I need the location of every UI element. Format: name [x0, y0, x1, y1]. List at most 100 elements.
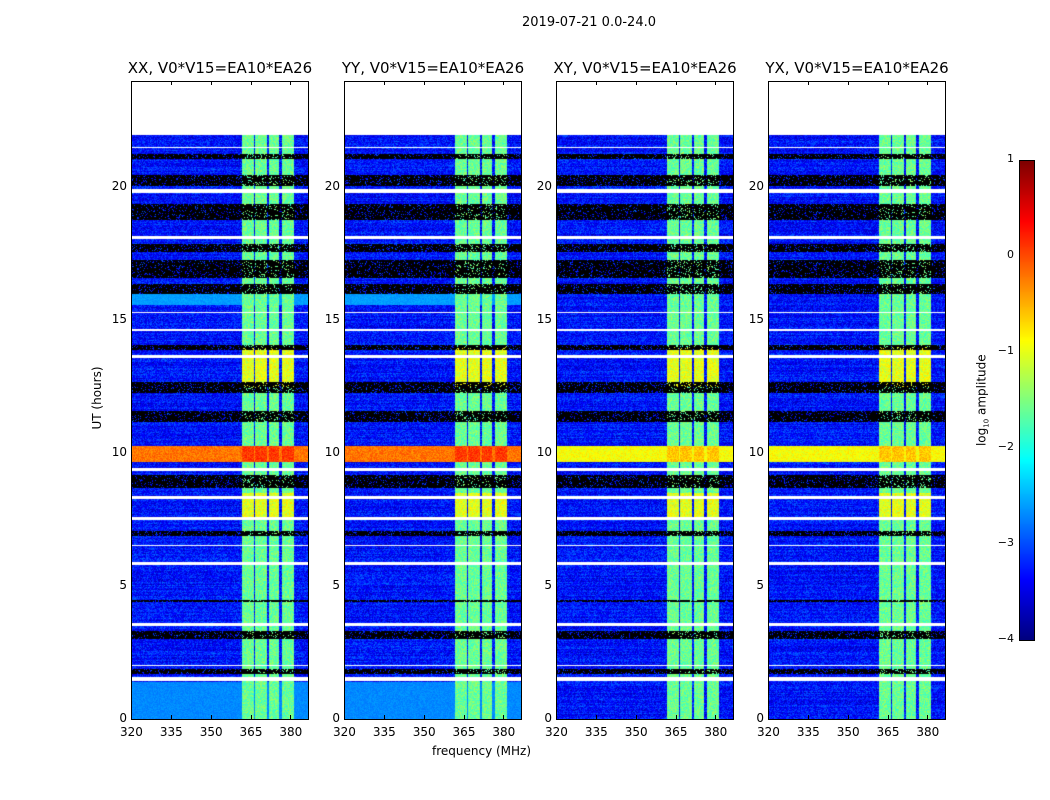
x-tick-label: 350 — [199, 725, 223, 739]
x-tick-label: 335 — [159, 725, 183, 739]
x-tick-mark — [807, 81, 809, 85]
x-tick-mark — [383, 81, 385, 85]
x-tick-mark — [847, 715, 849, 719]
x-tick-mark — [887, 81, 889, 85]
x-tick-label: 365 — [452, 725, 476, 739]
x-tick-label: 320 — [757, 725, 780, 739]
colorbar-tick-label: 0 — [1007, 248, 1014, 261]
x-tick-mark — [715, 81, 717, 85]
y-tick-label: 5 — [544, 578, 552, 593]
colorbar-label: log10 amplitude — [974, 348, 990, 453]
x-tick-mark — [556, 715, 557, 719]
x-tick-mark — [383, 715, 385, 719]
x-tick-mark — [210, 715, 212, 719]
waterfall-panel-xy — [556, 81, 734, 720]
y-tick-label: 0 — [119, 711, 127, 725]
x-tick-mark — [463, 715, 465, 719]
x-tick-mark — [768, 715, 769, 719]
x-tick-label: 365 — [876, 725, 900, 739]
panel-title: YX, V0*V15=EA10*EA26 — [765, 59, 949, 77]
x-tick-mark — [250, 81, 252, 85]
x-tick-label: 380 — [279, 725, 303, 739]
heatmap-image — [769, 82, 945, 719]
y-tick-label: 20 — [536, 179, 552, 194]
heatmap-image — [132, 82, 308, 719]
y-tick-label: 10 — [748, 445, 764, 460]
x-tick-label: 335 — [796, 725, 820, 739]
x-tick-mark — [807, 715, 809, 719]
waterfall-panel-xx — [131, 81, 309, 720]
y-tick-label: 0 — [332, 711, 340, 725]
x-tick-mark — [131, 81, 132, 85]
y-tick-label: 5 — [756, 578, 764, 593]
x-tick-mark — [344, 81, 345, 85]
x-tick-mark — [595, 715, 597, 719]
x-tick-mark — [715, 715, 717, 719]
x-tick-mark — [635, 715, 637, 719]
x-tick-label: 320 — [545, 725, 568, 739]
x-tick-mark — [463, 81, 465, 85]
x-tick-label: 365 — [664, 725, 688, 739]
x-tick-mark — [210, 81, 212, 85]
x-tick-mark — [290, 715, 292, 719]
panel-title: XY, V0*V15=EA10*EA26 — [553, 59, 737, 77]
x-tick-label: 350 — [412, 725, 436, 739]
x-tick-mark — [847, 81, 849, 85]
x-tick-mark — [675, 81, 677, 85]
colorbar-label-sub: 10 — [982, 418, 991, 428]
x-tick-mark — [131, 715, 132, 719]
x-tick-mark — [170, 81, 172, 85]
x-tick-label: 380 — [704, 725, 728, 739]
y-tick-label: 15 — [111, 312, 127, 327]
y-tick-label: 10 — [536, 445, 552, 460]
x-tick-mark — [290, 81, 292, 85]
y-tick-label: 10 — [111, 445, 127, 460]
y-tick-label: 10 — [324, 445, 340, 460]
heatmap-image — [557, 82, 733, 719]
x-tick-label: 350 — [836, 725, 860, 739]
x-tick-mark — [927, 715, 929, 719]
y-tick-label: 0 — [756, 711, 764, 725]
colorbar-tick-label: −3 — [997, 536, 1014, 549]
x-tick-label: 320 — [333, 725, 356, 739]
x-tick-mark — [170, 715, 172, 719]
colorbar-tick-label: −1 — [997, 344, 1014, 357]
y-axis-label: UT (hours) — [90, 366, 104, 430]
panel-title: XX, V0*V15=EA10*EA26 — [127, 59, 313, 77]
x-tick-mark — [887, 715, 889, 719]
y-tick-label: 5 — [119, 578, 127, 593]
x-tick-mark — [768, 81, 769, 85]
x-tick-label: 335 — [372, 725, 396, 739]
x-tick-mark — [927, 81, 929, 85]
panel-title: YY, V0*V15=EA10*EA26 — [341, 59, 525, 77]
x-tick-label: 350 — [624, 725, 648, 739]
x-tick-mark — [556, 81, 557, 85]
waterfall-panel-yx — [768, 81, 946, 720]
x-tick-mark — [635, 81, 637, 85]
y-tick-label: 5 — [332, 578, 340, 593]
colorbar-tick-label: −4 — [997, 632, 1014, 645]
x-tick-label: 380 — [916, 725, 940, 739]
y-tick-label: 15 — [536, 312, 552, 327]
colorbar-tick-label: 1 — [1007, 152, 1014, 165]
waterfall-panel-yy — [344, 81, 522, 720]
colorbar-label-rest: amplitude — [974, 354, 989, 419]
y-tick-label: 15 — [748, 312, 764, 327]
colorbar-gradient — [1020, 161, 1034, 640]
y-tick-label: 0 — [544, 711, 552, 725]
y-tick-label: 20 — [748, 179, 764, 194]
figure-title: 2019-07-21 0.0-24.0 — [522, 15, 656, 30]
y-tick-label: 20 — [324, 179, 340, 194]
heatmap-image — [345, 82, 521, 719]
colorbar — [1019, 160, 1035, 641]
y-tick-label: 20 — [111, 179, 127, 194]
y-tick-label: 15 — [324, 312, 340, 327]
x-tick-label: 320 — [120, 725, 143, 739]
x-tick-label: 335 — [584, 725, 608, 739]
x-tick-mark — [595, 81, 597, 85]
colorbar-tick-label: −2 — [997, 440, 1014, 453]
x-tick-mark — [250, 715, 252, 719]
x-axis-label: frequency (MHz) — [432, 744, 532, 758]
x-tick-label: 365 — [239, 725, 263, 739]
